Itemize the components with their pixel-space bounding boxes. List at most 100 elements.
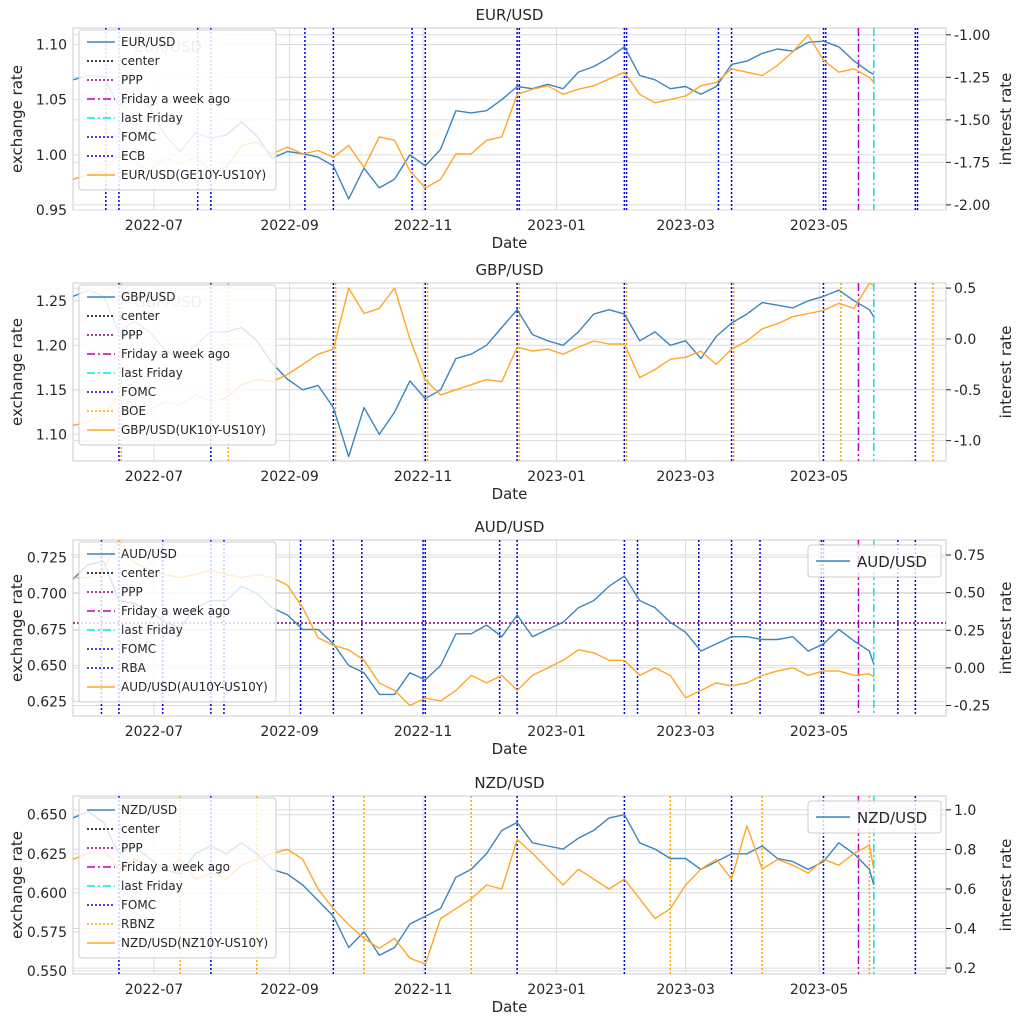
panel-1: 2022-07 2022-09 2022-11 2023-01 2023-03 2023-… xyxy=(8,261,1015,503)
x-tick-label: 2023-03 xyxy=(656,469,715,485)
legend-label: RBA xyxy=(121,661,147,675)
chart-title: GBP/USD xyxy=(475,261,543,279)
y-tick-label: 0.650 xyxy=(27,659,67,675)
x-axis-label: Date xyxy=(492,485,528,503)
panel-3: 2022-07 2022-09 2022-11 2023-01 2023-03 2023-… xyxy=(8,774,1015,1016)
legend-right: AUD/USD xyxy=(808,545,941,577)
legend-label: center xyxy=(121,822,160,836)
legend-label: PPP xyxy=(121,73,143,87)
legend-label: NZD/USD xyxy=(121,803,177,817)
chart-title: AUD/USD xyxy=(475,518,545,536)
y-right-tick-label: -1.50 xyxy=(954,113,990,129)
legend: NZD/USDcenterPPPFriday a week agolast Fr… xyxy=(79,798,276,958)
x-tick-label: 2022-11 xyxy=(394,724,453,740)
x-tick-label: 2023-01 xyxy=(527,982,586,998)
y-right-tick-label: 0.50 xyxy=(954,586,985,602)
legend-box xyxy=(79,30,276,190)
y-right-tick-label: 0.4 xyxy=(954,922,976,938)
y-right-tick-label: 0.5 xyxy=(954,281,976,297)
legend-label: last Friday xyxy=(121,623,183,637)
x-tick-label: 2022-11 xyxy=(394,218,453,234)
legend-label: GBP/USD xyxy=(121,290,175,304)
y-right-tick-label: 0.00 xyxy=(954,661,985,677)
x-tick-label: 2022-07 xyxy=(125,218,184,234)
legend-label: AUD/USD(AU10Y-US10Y) xyxy=(121,680,268,694)
y-axis-label: exchange rate xyxy=(8,831,26,939)
y-right-tick-label: 0.6 xyxy=(954,882,976,898)
legend-label: Friday a week ago xyxy=(121,92,230,106)
y-right-axis-label: interest rate xyxy=(997,326,1015,419)
legend-label: FOMC xyxy=(121,130,156,144)
x-tick-label: 2023-05 xyxy=(790,724,849,740)
y-right-tick-label: 0.0 xyxy=(954,332,976,348)
legend: GBP/USD center PPP Friday a week ago last Fr… xyxy=(79,285,276,445)
y-right-tick-label: 1.0 xyxy=(954,803,976,819)
legend-label: BOE xyxy=(121,404,146,418)
legend: EUR/USD center PPP Friday a week ago last Fr… xyxy=(79,30,276,190)
y-tick-label: 1.05 xyxy=(36,93,67,109)
x-axis-label: Date xyxy=(492,234,528,252)
y-right-tick-label: -0.5 xyxy=(954,383,981,399)
y-tick-label: 1.00 xyxy=(36,148,67,164)
legend-right-label: NZD/USD xyxy=(857,809,927,827)
legend-label: center xyxy=(121,54,160,68)
y-tick-label: 0.550 xyxy=(27,964,67,980)
y-tick-label: 0.600 xyxy=(27,886,67,902)
x-tick-label: 2023-05 xyxy=(790,982,849,998)
legend-label: GBP/USD(UK10Y-US10Y) xyxy=(121,423,266,437)
y-tick-label: 0.625 xyxy=(27,695,67,711)
legend-right: NZD/USD xyxy=(808,801,941,833)
legend-label: FOMC xyxy=(121,385,156,399)
x-tick-label: 2023-05 xyxy=(790,218,849,234)
y-tick-label: 0.700 xyxy=(27,586,67,602)
legend-label: center xyxy=(121,309,160,323)
legend-box xyxy=(79,542,276,702)
y-tick-label: 0.95 xyxy=(36,203,67,219)
y-right-tick-label: 0.75 xyxy=(954,548,985,564)
y-tick-label: 1.20 xyxy=(36,338,67,354)
legend-label: RBNZ xyxy=(121,917,155,931)
x-tick-label: 2022-07 xyxy=(125,469,184,485)
x-axis-label: Date xyxy=(492,998,528,1016)
legend-label: NZD/USD(NZ10Y-US10Y) xyxy=(121,936,268,950)
panel-2: 2022-07 2022-09 2022-11 2023-01 2023-03 2023-… xyxy=(8,518,1015,758)
legend-label: Friday a week ago xyxy=(121,604,230,618)
y-right-tick-label: -1.0 xyxy=(954,434,981,450)
x-tick-label: 2022-09 xyxy=(260,469,319,485)
legend-label: last Friday xyxy=(121,879,183,893)
x-tick-label: 2023-03 xyxy=(656,982,715,998)
legend-label: EUR/USD xyxy=(121,35,175,49)
y-tick-label: 1.10 xyxy=(36,38,67,54)
legend-label: Friday a week ago xyxy=(121,347,230,361)
legend-label: last Friday xyxy=(121,366,183,380)
x-tick-label: 2022-09 xyxy=(260,982,319,998)
legend-box xyxy=(79,285,276,445)
x-tick-label: 2022-09 xyxy=(260,724,319,740)
legend-label: PPP xyxy=(121,328,143,342)
y-tick-label: 0.725 xyxy=(27,550,67,566)
y-right-tick-label: 0.2 xyxy=(954,961,976,977)
figure: 2022-07 2022-09 2022-11 2023-01 2023-03 2023-… xyxy=(0,0,1024,1024)
x-tick-label: 2022-09 xyxy=(260,218,319,234)
panel-0: 2022-07 2022-09 2022-11 2023-01 2023-03 2023-… xyxy=(8,6,1015,252)
y-axis-label: exchange rate xyxy=(8,318,26,426)
y-tick-label: 0.675 xyxy=(27,622,67,638)
legend-label: AUD/USD xyxy=(121,547,177,561)
y-tick-label: 0.575 xyxy=(27,925,67,941)
y-right-tick-label: -2.00 xyxy=(954,198,990,214)
x-tick-label: 2022-07 xyxy=(125,724,184,740)
y-axis-label: exchange rate xyxy=(8,65,26,173)
x-tick-label: 2023-05 xyxy=(790,469,849,485)
x-tick-label: 2023-01 xyxy=(527,469,586,485)
legend-label: FOMC xyxy=(121,642,156,656)
legend-label: center xyxy=(121,566,160,580)
chart-title: EUR/USD xyxy=(476,6,544,24)
x-axis-label: Date xyxy=(492,740,528,758)
x-tick-label: 2022-11 xyxy=(394,469,453,485)
y-right-tick-label: -1.75 xyxy=(954,155,990,171)
y-right-tick-label: 0.25 xyxy=(954,623,985,639)
x-tick-label: 2023-03 xyxy=(656,218,715,234)
y-right-axis-label: interest rate xyxy=(997,73,1015,166)
legend-label: PPP xyxy=(121,841,143,855)
y-right-tick-label: -1.00 xyxy=(954,28,990,44)
